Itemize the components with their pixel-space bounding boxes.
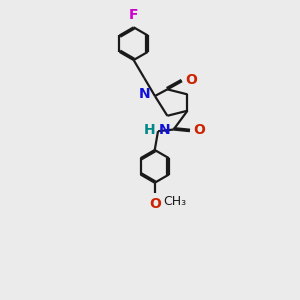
- Text: O: O: [193, 122, 205, 136]
- Text: H: H: [144, 123, 156, 137]
- Text: F: F: [129, 8, 138, 22]
- Text: CH₃: CH₃: [163, 195, 186, 208]
- Text: N: N: [139, 87, 151, 101]
- Text: O: O: [149, 196, 161, 211]
- Text: N: N: [158, 123, 170, 137]
- Text: O: O: [185, 73, 197, 86]
